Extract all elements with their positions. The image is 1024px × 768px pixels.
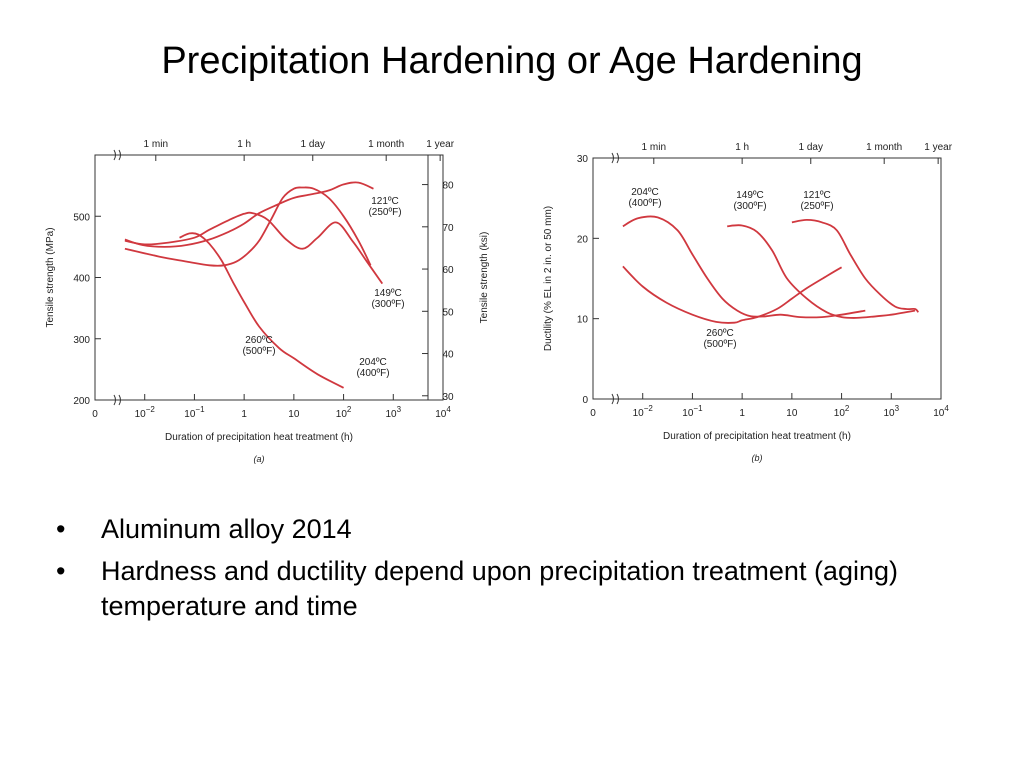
top-time-label: 1 min xyxy=(642,142,666,153)
y-right-tick-label: 80 xyxy=(442,181,454,192)
y-right-tick-label: 40 xyxy=(442,350,454,361)
top-time-label: 1 day xyxy=(799,142,823,153)
plot-frame xyxy=(592,157,942,400)
x-tick-label: 102 xyxy=(834,404,850,419)
x-tick-label: 1 xyxy=(241,409,247,420)
series-line xyxy=(727,224,916,319)
axis-break-stroke xyxy=(611,393,614,405)
axis-break-stroke xyxy=(616,393,619,405)
series-label: 149ºC (300ºF) xyxy=(371,288,404,310)
axis-break-mark xyxy=(611,152,619,164)
x-tick-label: 103 xyxy=(883,404,899,419)
series-line xyxy=(791,218,920,313)
chart-caption: (a) xyxy=(254,454,265,464)
y-tick-label: 400 xyxy=(73,274,90,285)
top-time-label: 1 day xyxy=(301,139,325,150)
slide-title: Precipitation Hardening or Age Hardening xyxy=(161,40,863,82)
series-label: 260ºC (500ºF) xyxy=(703,328,736,350)
plot-frame xyxy=(94,154,444,401)
y-tick-label: 20 xyxy=(577,234,589,245)
top-time-label: 1 min xyxy=(144,139,168,150)
axis-break-stroke xyxy=(118,149,121,161)
x-tick-label: 103 xyxy=(385,405,401,420)
tensile-strength-chart: 0 10−2 10−1 1 10 102 103 104 1 min 1 h 1 day 1 mont… xyxy=(45,139,490,464)
y-axis-label: Ductility (% EL in 2 in. or 50 mm) xyxy=(543,206,554,351)
x-tick-label: 0 xyxy=(92,409,98,420)
axis-break-stroke xyxy=(611,152,614,164)
x-tick-label: 10−1 xyxy=(682,404,703,419)
ductility-chart: 0 10−2 10−1 1 10 102 103 104 1 min 1 h 1 day 1 mont… xyxy=(543,142,953,463)
top-time-label: 1 h xyxy=(735,142,749,153)
y-tick-label: 10 xyxy=(577,315,589,326)
top-time-label: 1 h xyxy=(237,139,251,150)
y-tick-label: 0 xyxy=(582,395,588,406)
bullet-text: Aluminum alloy 2014 xyxy=(101,514,352,544)
y-right-tick-label: 30 xyxy=(442,392,454,403)
axis-break-stroke xyxy=(113,394,116,406)
x-axis-label: Duration of precipitation heat treatment… xyxy=(165,432,353,443)
y-tick-label: 200 xyxy=(73,396,90,407)
axis-break-stroke xyxy=(118,394,121,406)
x-tick-label: 10 xyxy=(288,409,300,420)
series-line xyxy=(622,215,866,319)
series-line xyxy=(124,186,372,267)
x-axis-label: Duration of precipitation heat treatment… xyxy=(663,431,851,442)
y-right-tick-label: 70 xyxy=(442,223,454,234)
series-line xyxy=(124,181,374,248)
series-label: 204ºC (400ºF) xyxy=(356,357,389,379)
bullet-icon: • xyxy=(56,556,66,586)
series-line xyxy=(124,211,384,285)
series-label: 149ºC (300ºF) xyxy=(733,190,766,212)
top-time-label: 1 year xyxy=(924,142,952,153)
x-tick-label: 1 xyxy=(739,408,745,419)
series-label: 260ºC (500ºF) xyxy=(242,335,275,357)
y-tick-label: 30 xyxy=(577,154,589,165)
series-label: 121ºC (250ºF) xyxy=(800,190,833,212)
series-line xyxy=(179,232,345,389)
chart-caption: (b) xyxy=(752,453,763,463)
bullet-icon: • xyxy=(56,514,66,544)
axis-break-mark xyxy=(113,149,121,161)
y-right-tick-label: 60 xyxy=(442,265,454,276)
axis-break-mark xyxy=(113,394,121,406)
top-time-label: 1 year xyxy=(426,139,454,150)
series-label: 204ºC (400ºF) xyxy=(628,187,661,209)
bullet-text: Hardness and ductility depend upon preci… xyxy=(101,556,898,621)
top-time-label: 1 month xyxy=(866,142,902,153)
x-tick-label: 10−2 xyxy=(633,404,654,419)
series-line xyxy=(622,265,843,324)
y-right-tick-label: 50 xyxy=(442,307,454,318)
y-tick-label: 500 xyxy=(73,212,90,223)
y-axis-label-right: Tensile strength (ksi) xyxy=(479,232,490,324)
axis-break-mark xyxy=(611,393,619,405)
x-tick-label: 104 xyxy=(435,405,451,420)
bullet-item: • Aluminum alloy 2014 xyxy=(56,512,976,547)
x-tick-label: 10 xyxy=(786,408,798,419)
x-tick-label: 0 xyxy=(590,408,596,419)
axis-break-stroke xyxy=(113,149,116,161)
bullet-list: • Aluminum alloy 2014 • Hardness and duc… xyxy=(56,512,976,631)
bullet-item: • Hardness and ductility depend upon pre… xyxy=(56,554,976,624)
axis-break-stroke xyxy=(616,152,619,164)
x-tick-label: 104 xyxy=(933,404,949,419)
x-tick-label: 10−2 xyxy=(135,405,156,420)
series-label: 121ºC (250ºF) xyxy=(368,196,401,218)
top-time-label: 1 month xyxy=(368,139,404,150)
x-tick-label: 102 xyxy=(336,405,352,420)
y-tick-label: 300 xyxy=(73,335,90,346)
y-axis-label: Tensile strength (MPa) xyxy=(45,227,56,327)
x-tick-label: 10−1 xyxy=(184,405,205,420)
